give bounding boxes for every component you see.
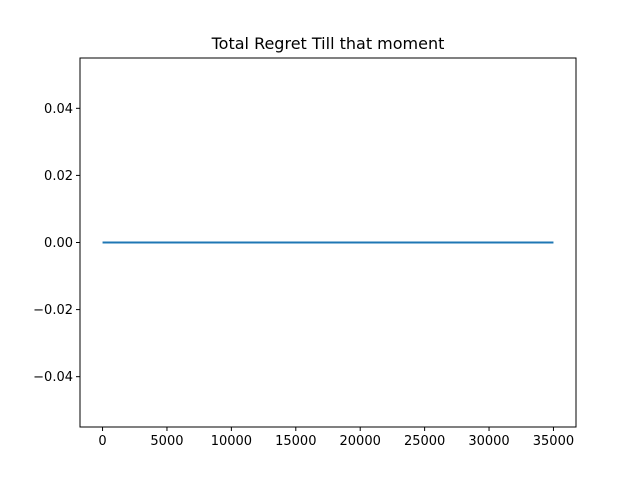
x-tick-label: 20000 [340, 434, 381, 449]
y-tick-label: 0.02 [44, 169, 73, 184]
x-axis: 0 5000 10000 15000 20000 25000 30000 35000 [98, 427, 574, 449]
x-tick-label: 10000 [211, 434, 252, 449]
x-tick-label: 30000 [468, 434, 509, 449]
x-tick-label: 15000 [275, 434, 316, 449]
x-tick-label: 5000 [150, 434, 183, 449]
x-tick-label: 25000 [404, 434, 445, 449]
x-tick-label: 0 [98, 434, 106, 449]
plot-frame [79, 57, 577, 428]
y-tick-label: 0.00 [44, 236, 73, 251]
y-tick-label: −0.04 [33, 370, 73, 385]
y-tick-label: −0.02 [33, 303, 73, 318]
x-tick-label: 35000 [533, 434, 574, 449]
y-axis: −0.04 −0.02 0.00 0.02 0.04 [33, 102, 80, 385]
chart-title: Total Regret Till that moment [211, 34, 445, 53]
y-tick-label: 0.04 [44, 102, 73, 117]
